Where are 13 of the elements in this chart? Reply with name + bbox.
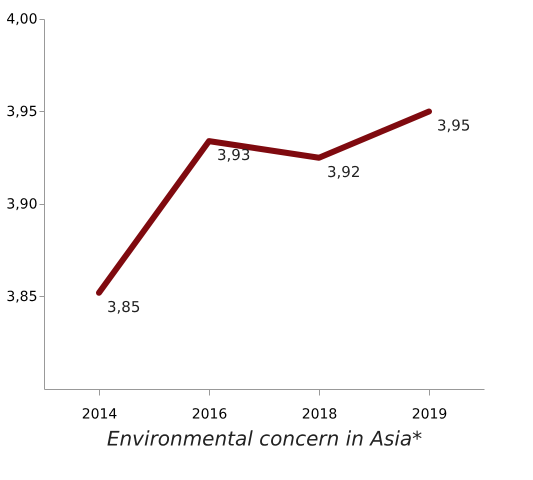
y-tick-label: 3,85 — [6, 289, 38, 305]
x-tick-label: 2014 — [82, 406, 118, 422]
data-label: 3,85 — [107, 298, 140, 316]
x-tick-label: 2018 — [302, 406, 338, 422]
data-label: 3,92 — [327, 162, 360, 181]
x-axis-title: Environmental concern in Asia* — [106, 426, 422, 450]
y-tick-label: 4,00 — [6, 12, 38, 28]
y-tick-label: 3,95 — [6, 104, 38, 120]
x-tick-label: 2016 — [192, 406, 228, 422]
data-label: 3,93 — [217, 146, 250, 164]
y-tick-label: 3,90 — [6, 196, 38, 212]
x-tick-label: 2019 — [412, 406, 448, 422]
data-label: 3,95 — [437, 116, 470, 134]
